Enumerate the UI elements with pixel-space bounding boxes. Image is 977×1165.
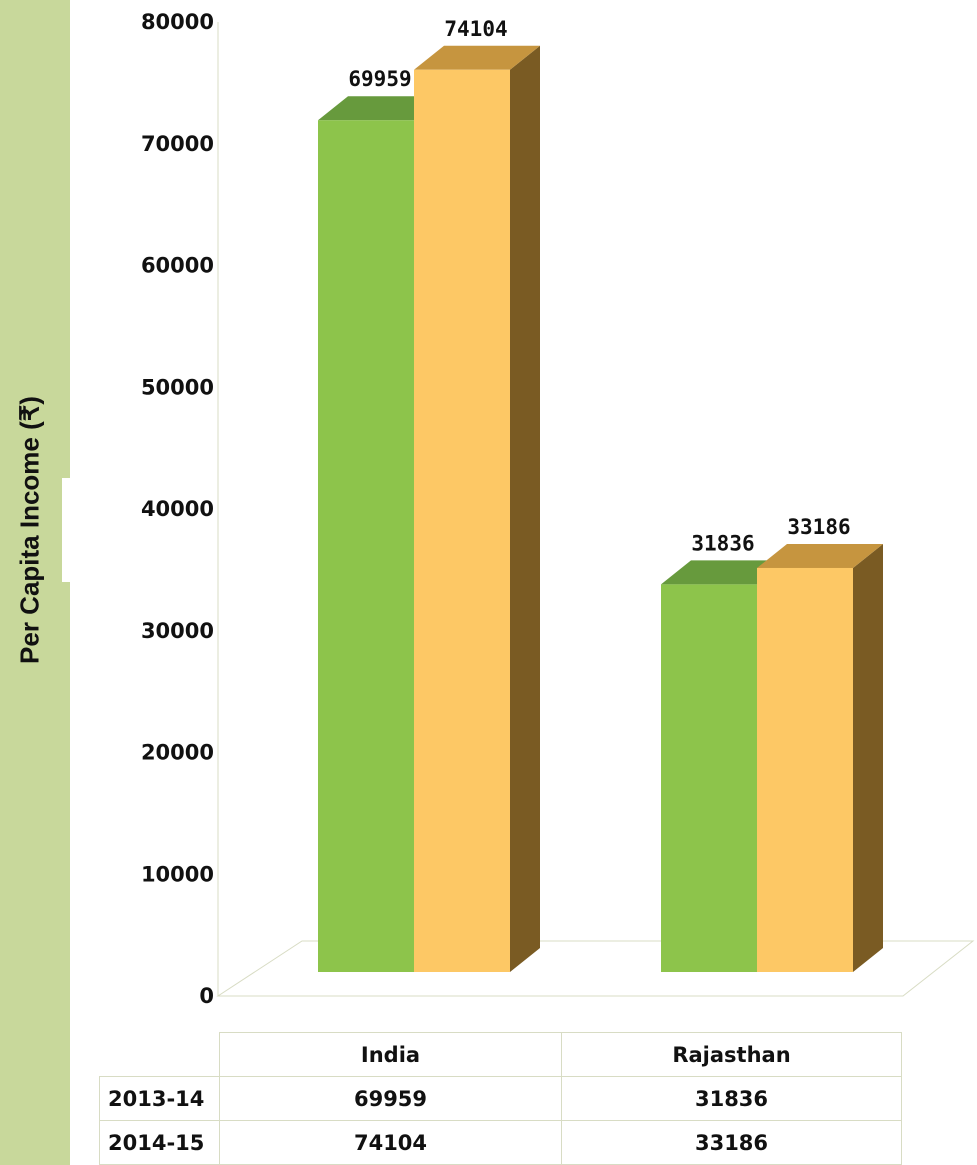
bar-top-face xyxy=(661,560,787,585)
table-row: 2014-15 74104 33186 xyxy=(99,1120,902,1165)
table-header-rajasthan: Rajasthan xyxy=(561,1032,902,1077)
bar xyxy=(318,120,414,973)
data-table: India Rajasthan 2013-14 69959 31836 2014… xyxy=(99,1032,902,1165)
y-tick-label: 20000 xyxy=(141,741,214,765)
y-tick-label: 0 xyxy=(199,984,214,1008)
y-tick-label: 50000 xyxy=(141,375,214,399)
side-band xyxy=(0,0,70,1165)
y-tick-label: 10000 xyxy=(141,862,214,886)
side-band-notch xyxy=(62,478,72,582)
bar-side-face xyxy=(853,543,883,972)
table-cell: 74104 xyxy=(219,1120,562,1165)
table-row-label: 2013-14 xyxy=(99,1076,220,1121)
bar xyxy=(757,567,853,972)
table-header-row: India Rajasthan xyxy=(99,1032,902,1077)
data-label: 69959 xyxy=(348,67,411,91)
y-tick-label: 80000 xyxy=(141,10,214,34)
table-row-label: 2014-15 xyxy=(99,1120,220,1165)
bar-top-face xyxy=(414,45,540,70)
data-label: 74104 xyxy=(444,17,507,41)
bar-top-face xyxy=(757,543,883,568)
table-cell: 33186 xyxy=(561,1120,902,1165)
table-cell: 31836 xyxy=(561,1076,902,1121)
bar-chart: 0 10000 20000 30000 40000 50000 60000 70000 8000… xyxy=(141,10,975,1008)
bar xyxy=(414,69,510,972)
y-tick-label: 30000 xyxy=(141,619,214,643)
data-label: 31836 xyxy=(691,531,754,555)
bar xyxy=(661,584,757,972)
chart-floor xyxy=(216,940,975,997)
table-header-india: India xyxy=(219,1032,562,1077)
table-row: 2013-14 69959 31836 xyxy=(99,1076,902,1121)
table-cell: 69959 xyxy=(219,1076,562,1121)
table-header-corner xyxy=(99,1032,220,1077)
y-tick-label: 70000 xyxy=(141,132,214,156)
y-tick-label: 40000 xyxy=(141,497,214,521)
bar-top-face xyxy=(318,96,444,121)
data-label: 33186 xyxy=(787,515,850,539)
y-tick-label: 60000 xyxy=(141,254,214,278)
bar-side-face xyxy=(510,45,540,972)
